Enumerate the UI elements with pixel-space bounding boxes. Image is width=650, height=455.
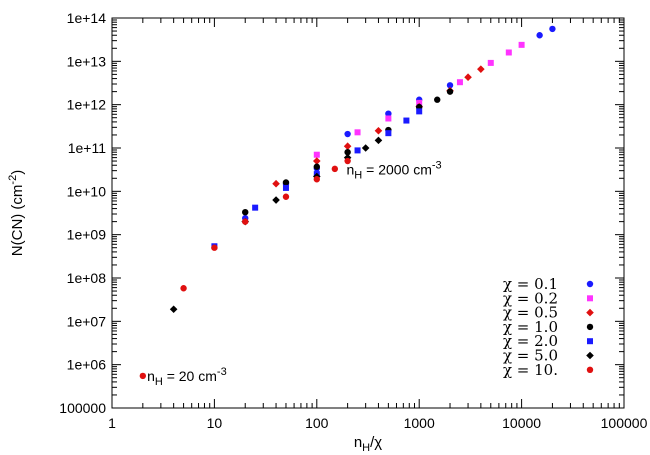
legend-marker [586, 323, 594, 331]
data-point-series-4 [385, 130, 392, 137]
legend-label: χ = 0.5 [503, 304, 558, 322]
y-tick-label: 1e+14 [67, 10, 107, 26]
axis-ticks [111, 17, 625, 409]
y-tick-label: 1e+06 [67, 357, 107, 373]
legend-label: χ = 1.0 [503, 318, 558, 336]
data-point-series-3 [446, 88, 454, 95]
data-point-series-1 [518, 41, 525, 48]
data-point-series-3 [282, 179, 290, 186]
legend-label: χ = 0.2 [503, 289, 558, 307]
legend-label: χ = 10. [503, 361, 558, 379]
y-tick-label: 1e+09 [67, 227, 107, 243]
data-point-series-1 [313, 151, 320, 158]
plot-frame [111, 17, 625, 409]
y-tick-label: 1e+11 [68, 140, 106, 156]
data-point-series-4 [403, 117, 410, 124]
data-point-series-3 [434, 96, 441, 103]
legend-marker [586, 308, 594, 317]
legend-label: χ = 5.0 [503, 347, 558, 365]
y-tick-label: 1e+08 [67, 270, 107, 286]
data-point-series-2 [374, 126, 383, 135]
data-point-series-2 [477, 65, 485, 73]
data-point-series-0 [385, 110, 392, 117]
annotation-nh2000: nH = 2000 cm-3 [346, 159, 441, 181]
data-point-series-6 [139, 372, 147, 380]
data-point-series-3 [313, 163, 320, 170]
data-point-series-0 [536, 32, 543, 39]
data-point-series-1 [456, 79, 463, 86]
data-point-series-4 [354, 147, 361, 154]
data-points [139, 25, 556, 380]
data-point-series-6 [313, 176, 320, 183]
x-tick-label: 10 [207, 415, 223, 431]
x-tick-label: 1000 [404, 415, 435, 431]
data-point-series-1 [354, 129, 361, 136]
data-point-series-2 [272, 179, 280, 188]
data-point-series-5 [169, 305, 178, 314]
legend-marker [586, 366, 594, 373]
data-point-series-5 [343, 153, 352, 162]
data-point-series-2 [343, 142, 352, 151]
data-point-series-6 [282, 193, 290, 200]
data-point-series-6 [180, 285, 187, 292]
x-tick-label: 1 [108, 415, 116, 431]
data-point-series-3 [242, 208, 249, 216]
y-tick-label: 1e+13 [67, 53, 107, 69]
data-point-series-6 [242, 218, 249, 225]
data-point-series-5 [374, 136, 383, 145]
legend-label: χ = 2.0 [503, 332, 558, 350]
data-point-series-3 [344, 148, 351, 156]
x-tick-label: 100000 [601, 415, 648, 431]
x-tick-label: 100 [305, 415, 329, 431]
data-point-series-1 [487, 59, 494, 66]
y-tick-label: 1e+07 [67, 313, 107, 329]
data-point-series-4 [282, 184, 289, 191]
legend-marker [587, 295, 593, 302]
data-point-series-5 [361, 144, 370, 152]
data-point-series-4 [416, 108, 423, 115]
axis-tick-labels: 1 10 100 1000 10000 100000 100000 1e+06 1e+07 1e+… [59, 10, 647, 431]
y-tick-label: 1e+10 [67, 183, 107, 199]
annotations: nH = 2000 cm-3 nH = 20 cm-3 [147, 159, 442, 387]
data-point-series-1 [385, 115, 392, 122]
x-tick-label: 10000 [502, 415, 541, 431]
data-point-series-1 [505, 49, 512, 56]
data-point-series-0 [446, 82, 454, 89]
annotation-nh20: nH = 20 cm-3 [147, 366, 227, 388]
data-point-series-0 [344, 130, 351, 138]
data-point-series-6 [344, 157, 351, 165]
legend-marker [586, 280, 594, 288]
data-point-series-5 [272, 196, 280, 204]
data-point-series-2 [464, 73, 472, 82]
legend-marker [587, 338, 593, 345]
data-point-series-6 [211, 244, 218, 251]
x-axis-title: nH/χ [354, 434, 382, 454]
y-axis-title: N(CN) (cm-2) [7, 170, 26, 256]
data-point-series-2 [313, 157, 321, 165]
legend-marker [586, 351, 594, 360]
y-tick-label: 100000 [59, 400, 106, 416]
data-point-series-4 [252, 204, 259, 211]
data-point-series-6 [331, 165, 339, 173]
data-point-series-0 [549, 25, 556, 33]
legend-label: χ = 0.1 [503, 275, 558, 293]
legend: χ = 0.1χ = 0.2χ = 0.5χ = 1.0χ = 2.0χ = 5… [503, 275, 594, 379]
y-tick-label: 1e+12 [67, 97, 107, 113]
